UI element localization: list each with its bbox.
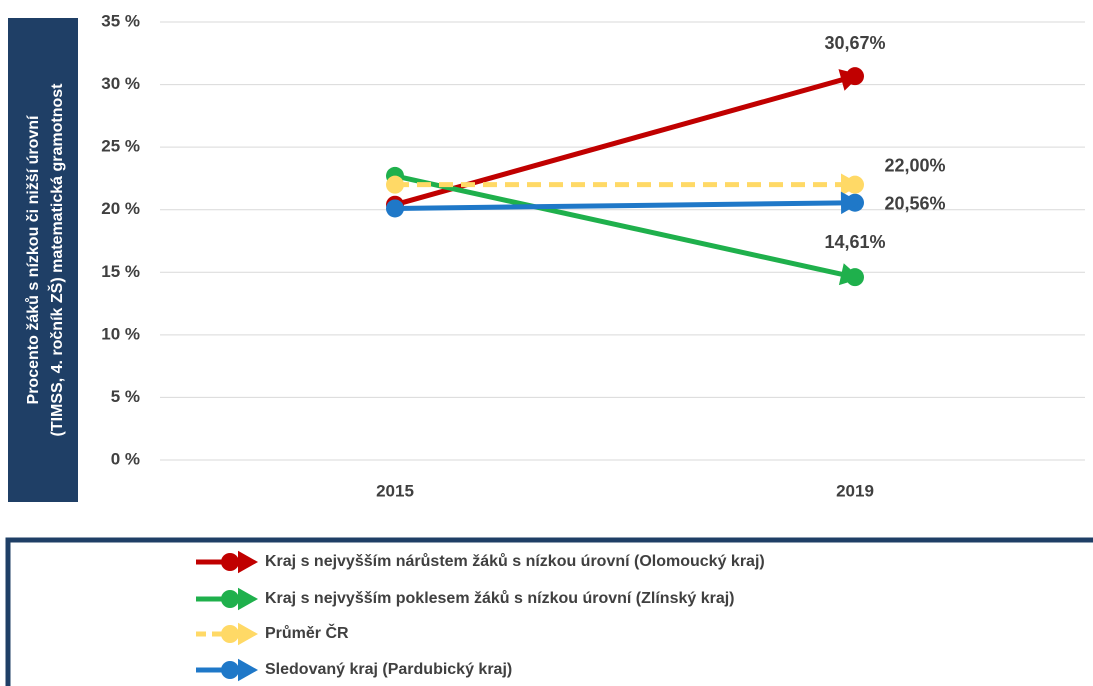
data-label: 30,67%: [824, 33, 885, 53]
y-tick-label: 35 %: [101, 11, 140, 30]
y-tick-label: 20 %: [101, 199, 140, 218]
arrow-head: [838, 263, 861, 286]
legend-arrow: [238, 550, 258, 574]
legend-arrow: [238, 622, 258, 646]
legend-box: [5, 537, 1093, 686]
x-tick-label: 2015: [376, 481, 414, 500]
legend-arrow: [238, 658, 258, 682]
legend-marker: [221, 553, 239, 571]
legend-marker: [221, 661, 239, 679]
data-label: 20,56%: [884, 193, 945, 213]
y-tick-label: 25 %: [101, 137, 140, 156]
legend-marker: [221, 625, 239, 643]
arrow-head: [840, 191, 861, 215]
y-tick-label: 10 %: [101, 324, 140, 343]
y-tick-label: 0 %: [111, 449, 140, 468]
y-title-box: [8, 18, 78, 502]
legend-marker: [221, 590, 239, 608]
legend-label: Kraj s nejvyšším poklesem žáků s nízkou …: [265, 590, 735, 607]
legend-label: Sledovaný kraj (Pardubický kraj): [265, 661, 512, 678]
y-title: Procento žáků s nízkou či nižší úrovní: [25, 115, 42, 405]
arrow-head: [838, 69, 861, 91]
marker: [386, 175, 404, 194]
arrow-head: [841, 173, 861, 196]
legend-label: Průměr ČR: [265, 623, 349, 642]
marker: [386, 199, 404, 218]
series-line: [394, 200, 856, 211]
data-label: 22,00%: [884, 155, 945, 175]
y-tick-label: 15 %: [101, 262, 140, 281]
y-tick-label: 5 %: [111, 387, 140, 406]
legend-label: Kraj s nejvyšším nárůstem žáků s nízkou …: [265, 553, 765, 570]
y-title: (TIMSS, 4. ročník ZŠ) matematická gramot…: [47, 83, 66, 437]
legend-arrow: [238, 587, 258, 611]
y-tick-label: 30 %: [101, 74, 140, 93]
data-label: 14,61%: [824, 232, 885, 252]
series-line: [394, 173, 856, 280]
x-tick-label: 2019: [836, 481, 874, 500]
